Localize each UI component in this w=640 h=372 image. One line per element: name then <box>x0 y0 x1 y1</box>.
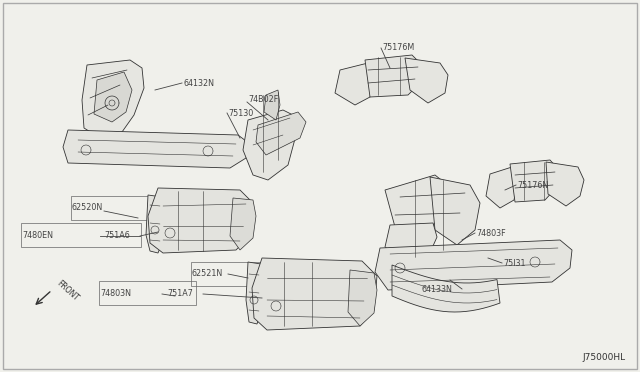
Polygon shape <box>365 55 420 97</box>
Text: 751A6: 751A6 <box>104 231 130 241</box>
Text: FRONT: FRONT <box>55 279 81 303</box>
Polygon shape <box>486 167 518 208</box>
Polygon shape <box>264 90 280 120</box>
Polygon shape <box>230 198 256 250</box>
Text: 75I31: 75I31 <box>503 259 525 267</box>
Polygon shape <box>252 258 377 330</box>
Text: 751A7: 751A7 <box>167 289 193 298</box>
Text: J75000HL: J75000HL <box>583 353 626 362</box>
Polygon shape <box>348 270 377 326</box>
Polygon shape <box>148 188 253 253</box>
Text: 75176N: 75176N <box>517 180 548 189</box>
Text: 74803N: 74803N <box>100 289 131 298</box>
Polygon shape <box>385 175 450 227</box>
Text: 74803F: 74803F <box>476 228 506 237</box>
Text: 74B02F: 74B02F <box>248 94 278 103</box>
Polygon shape <box>256 112 306 155</box>
Polygon shape <box>243 110 296 180</box>
Polygon shape <box>335 63 375 105</box>
Polygon shape <box>430 177 480 245</box>
Polygon shape <box>375 240 572 290</box>
Polygon shape <box>82 60 144 138</box>
Text: 62521N: 62521N <box>192 269 223 279</box>
Text: 75130: 75130 <box>228 109 253 118</box>
Text: 7480EN: 7480EN <box>22 231 53 241</box>
Polygon shape <box>392 265 500 312</box>
Polygon shape <box>405 58 448 103</box>
Text: 75176M: 75176M <box>382 44 414 52</box>
Polygon shape <box>510 160 558 202</box>
Polygon shape <box>94 72 132 122</box>
Text: 64133N: 64133N <box>422 285 453 294</box>
Polygon shape <box>246 262 263 324</box>
Polygon shape <box>146 195 164 253</box>
Text: 64132N: 64132N <box>183 78 214 87</box>
Polygon shape <box>546 162 584 206</box>
Polygon shape <box>385 223 437 263</box>
Polygon shape <box>63 130 250 168</box>
Text: 62520N: 62520N <box>72 203 103 212</box>
